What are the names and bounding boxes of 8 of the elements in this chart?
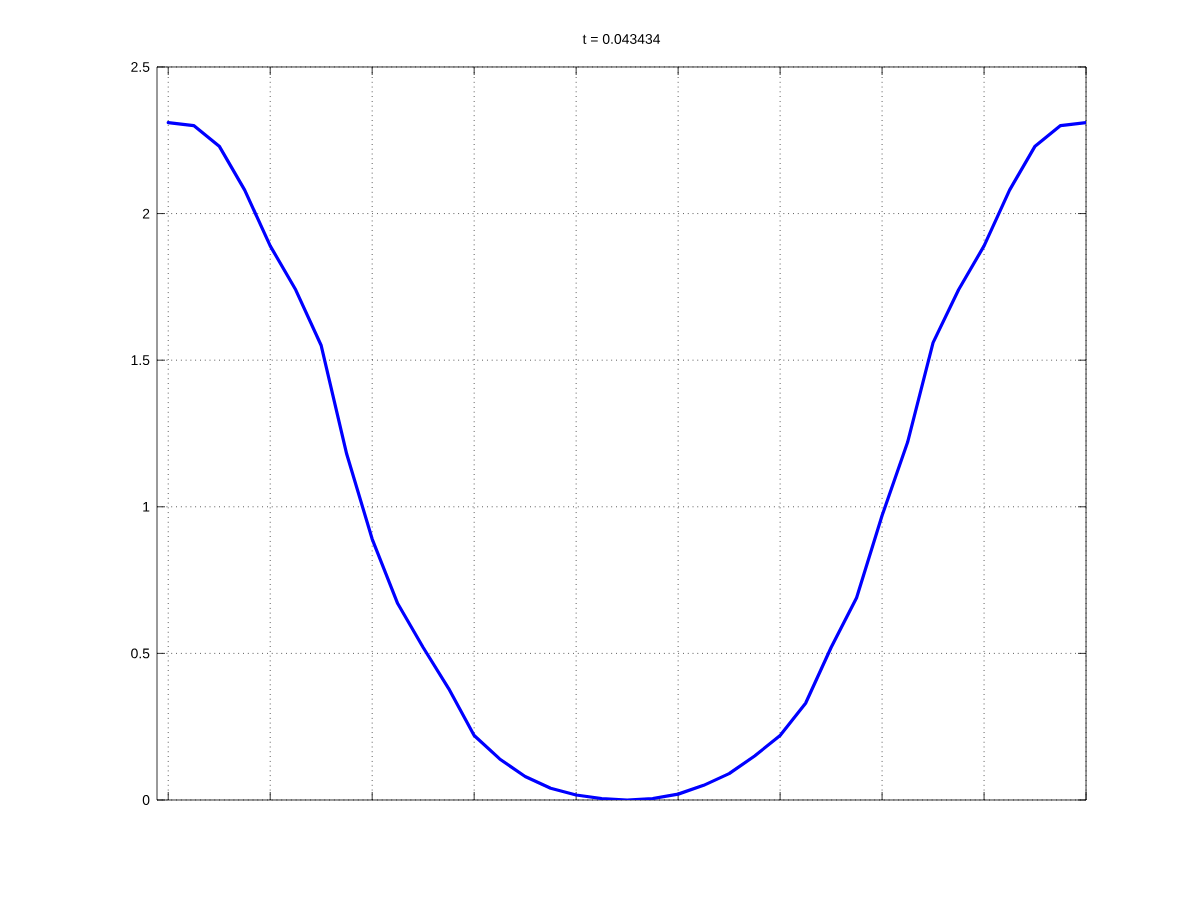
y-tick-label: 1 bbox=[143, 501, 150, 512]
y-tick-label: 1.5 bbox=[131, 355, 150, 366]
y-tick-label: 0.5 bbox=[131, 648, 150, 659]
chart-title: t = 0.043434 bbox=[582, 34, 661, 44]
line-series bbox=[166, 121, 1087, 800]
y-tick-label: 0 bbox=[142, 795, 150, 805]
y-tick-label: 2 bbox=[142, 208, 150, 219]
y-tick-label: 2.5 bbox=[131, 62, 150, 72]
